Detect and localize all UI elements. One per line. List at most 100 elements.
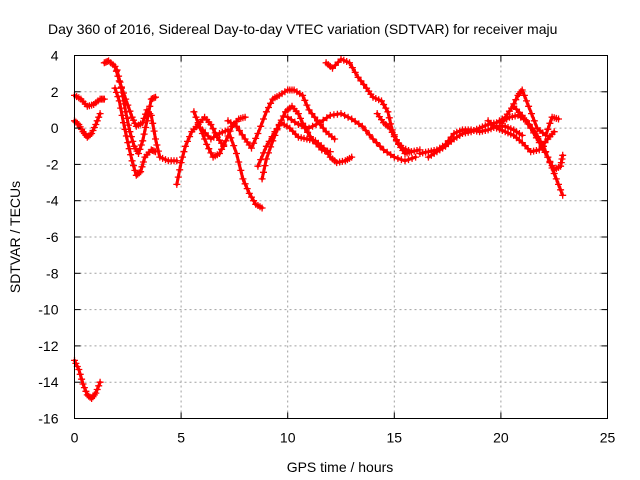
- data-point-marker: [248, 193, 255, 201]
- y-tick-label: 0: [51, 120, 59, 136]
- data-point-marker: [117, 84, 125, 92]
- data-point-marker: [203, 140, 211, 148]
- data-point-marker: [546, 157, 554, 165]
- data-point-marker: [530, 117, 538, 125]
- data-point-marker: [123, 114, 131, 122]
- data-point-marker: [257, 122, 265, 130]
- data-point-marker: [135, 150, 142, 157]
- data-point-marker: [181, 142, 189, 150]
- data-point-marker: [518, 111, 526, 119]
- data-point-marker: [258, 175, 266, 183]
- data-point-marker: [552, 175, 560, 183]
- data-point-marker: [207, 149, 215, 157]
- data-point-marker: [373, 139, 380, 147]
- axis-ticks: [74, 55, 608, 419]
- data-point-marker: [118, 111, 126, 119]
- data-point-marker: [100, 95, 108, 103]
- data-point-marker: [120, 119, 127, 127]
- x-tick-labels: 0 5 10 15 20 25: [71, 430, 616, 446]
- data-point-marker: [131, 166, 139, 174]
- data-series: [71, 55, 567, 402]
- y-tick-label: -4: [46, 193, 59, 209]
- data-point-marker: [194, 119, 202, 127]
- data-point-marker: [555, 180, 562, 188]
- y-tick-labels: 4 2 0 -2 -4 -6 -8 -10 -12 -14 -16: [38, 48, 58, 427]
- data-point-marker: [241, 180, 249, 188]
- series-arc-3: [71, 356, 104, 402]
- data-point-marker: [390, 153, 398, 161]
- data-point-marker: [521, 116, 529, 124]
- data-point-marker: [311, 113, 319, 121]
- data-point-marker: [130, 116, 137, 124]
- data-point-marker: [538, 144, 546, 151]
- y-tick-label: -2: [46, 156, 59, 172]
- x-tick-label: 0: [71, 430, 79, 446]
- data-point-marker: [550, 128, 558, 136]
- data-point-marker: [525, 102, 533, 110]
- data-point-marker: [301, 96, 309, 104]
- data-point-marker: [130, 162, 137, 170]
- data-point-marker: [174, 173, 182, 181]
- data-point-marker: [351, 68, 359, 76]
- data-point-marker: [201, 135, 209, 143]
- data-point-marker: [303, 101, 311, 109]
- data-point-marker: [527, 124, 535, 132]
- data-point-marker: [86, 131, 94, 139]
- data-point-marker: [305, 124, 313, 132]
- series-arc-16: [416, 122, 526, 157]
- data-point-marker: [116, 78, 124, 86]
- data-point-marker: [241, 113, 249, 121]
- series-arc-2: [71, 91, 108, 110]
- data-point-marker: [96, 110, 104, 118]
- data-point-marker: [358, 122, 366, 130]
- data-point-marker: [257, 156, 265, 164]
- y-tick-label: -10: [38, 302, 58, 318]
- data-point-marker: [559, 191, 567, 199]
- y-tick-label: -16: [38, 411, 58, 427]
- data-point-marker: [407, 148, 415, 156]
- data-point-marker: [544, 153, 552, 161]
- data-point-marker: [304, 128, 312, 136]
- data-point-marker: [150, 127, 158, 135]
- data-point-marker: [138, 163, 146, 171]
- data-point-marker: [237, 166, 245, 174]
- data-point-marker: [520, 91, 528, 99]
- data-point-marker: [337, 110, 345, 118]
- data-point-marker: [93, 117, 101, 125]
- data-point-marker: [408, 154, 416, 162]
- data-point-marker: [250, 197, 258, 205]
- series-arc-20: [510, 102, 567, 174]
- data-point-marker: [557, 159, 565, 167]
- data-point-marker: [331, 135, 339, 143]
- data-point-marker: [216, 150, 223, 157]
- data-point-marker: [261, 162, 269, 170]
- data-point-marker: [376, 142, 384, 150]
- data-point-marker: [291, 118, 299, 126]
- data-point-marker: [518, 131, 526, 139]
- data-point-marker: [555, 115, 562, 123]
- data-point-marker: [546, 119, 554, 127]
- data-point-marker: [524, 120, 532, 128]
- data-point-marker: [558, 155, 566, 163]
- series-arc-6: [113, 66, 159, 157]
- data-point-marker: [243, 185, 251, 193]
- data-point-marker: [124, 139, 132, 147]
- data-point-marker: [319, 124, 327, 132]
- data-point-marker: [120, 100, 128, 108]
- data-point-marker: [186, 133, 194, 141]
- data-point-marker: [142, 124, 150, 131]
- data-point-marker: [179, 153, 186, 161]
- series-arc-14: [322, 55, 424, 157]
- data-point-marker: [92, 121, 100, 128]
- data-point-marker: [235, 158, 243, 166]
- data-point-marker: [224, 126, 232, 134]
- y-tick-label: 4: [51, 48, 59, 64]
- data-point-marker: [233, 122, 240, 130]
- data-point-marker: [180, 148, 188, 156]
- data-point-marker: [117, 104, 125, 112]
- data-point-marker: [129, 137, 137, 145]
- data-point-marker: [176, 166, 184, 174]
- data-point-marker: [351, 117, 359, 125]
- data-point-marker: [125, 145, 133, 153]
